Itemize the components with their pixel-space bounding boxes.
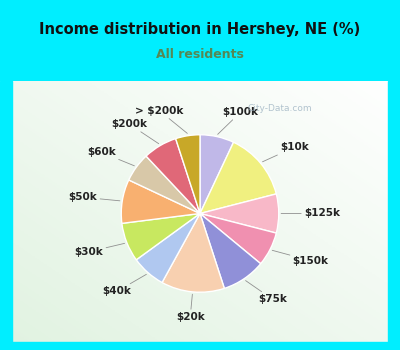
Text: $40k: $40k xyxy=(102,274,146,296)
Text: $150k: $150k xyxy=(272,250,329,266)
Wedge shape xyxy=(176,135,200,214)
Wedge shape xyxy=(200,214,261,288)
Wedge shape xyxy=(121,180,200,223)
Wedge shape xyxy=(122,214,200,260)
Text: City-Data.com: City-Data.com xyxy=(248,104,313,113)
Text: $75k: $75k xyxy=(246,281,287,304)
Text: $20k: $20k xyxy=(176,294,204,322)
Text: $10k: $10k xyxy=(262,142,309,162)
Wedge shape xyxy=(200,142,276,214)
Wedge shape xyxy=(146,139,200,214)
Text: $100k: $100k xyxy=(218,107,259,134)
Text: $200k: $200k xyxy=(111,119,159,144)
Wedge shape xyxy=(162,214,224,292)
Wedge shape xyxy=(200,194,279,233)
Bar xyxy=(0,80,12,350)
Text: $125k: $125k xyxy=(281,209,340,218)
Text: > $200k: > $200k xyxy=(135,106,187,133)
Text: $50k: $50k xyxy=(68,192,120,202)
Wedge shape xyxy=(200,214,276,264)
Text: All residents: All residents xyxy=(156,48,244,61)
Text: Income distribution in Hershey, NE (%): Income distribution in Hershey, NE (%) xyxy=(39,22,361,37)
Bar xyxy=(0,342,400,350)
Text: $30k: $30k xyxy=(74,243,124,257)
Wedge shape xyxy=(136,214,200,282)
Bar xyxy=(388,80,400,350)
Text: $60k: $60k xyxy=(87,147,134,166)
Wedge shape xyxy=(129,156,200,214)
Wedge shape xyxy=(200,135,234,214)
